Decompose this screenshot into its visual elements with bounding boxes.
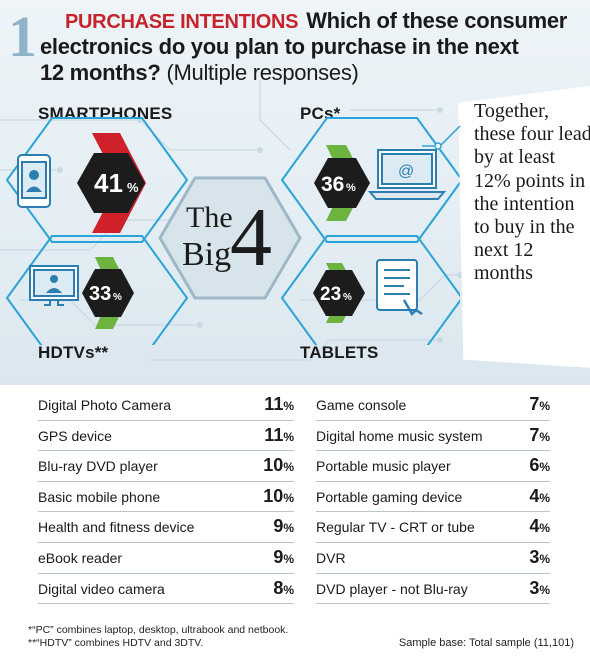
table-row: eBook reader 9% (38, 543, 294, 574)
table-row: Digital home music system 7% (316, 421, 550, 452)
table-row: Portable music player 6% (316, 451, 550, 482)
row-value: 11% (264, 394, 294, 414)
callout-note: Together, these four lead by at least 12… (458, 86, 590, 371)
row-value: 11% (264, 424, 294, 445)
category-label-tablets: TABLETS (300, 343, 379, 362)
row-label: Game console (316, 397, 407, 413)
svg-text:@: @ (398, 163, 414, 180)
row-label: GPS device (38, 427, 112, 444)
table-right: Game console 7% Digital home music system… (316, 390, 550, 605)
row-value: 7% (529, 394, 550, 414)
row-label: Basic mobile phone (38, 488, 161, 505)
value-hdtvs: 33 (89, 283, 111, 305)
row-value: 8% (273, 577, 294, 598)
table-row: DVD player - not Blu-ray 3% (316, 574, 550, 605)
row-label: Portable gaming device (316, 488, 463, 505)
value-hex-pcs (314, 158, 370, 208)
row-label: eBook reader (38, 549, 123, 566)
header-question-1: Which of these consumer (306, 8, 568, 33)
row-value: 4% (529, 516, 550, 537)
row-label: Regular TV - CRT or tube (316, 519, 475, 536)
header-kicker: PURCHASE INTENTIONS (65, 11, 299, 33)
table-row: Portable gaming device 4% (316, 482, 550, 513)
row-value: 9% (273, 516, 294, 537)
note-connector (422, 125, 461, 150)
row-label: Blu-ray DVD player (38, 458, 158, 475)
table-row: Health and fitness device 9% (38, 512, 294, 543)
monitor-icon (29, 265, 79, 306)
row-value: 10% (263, 485, 294, 506)
tablet-icon (376, 259, 423, 317)
header-question-3: 12 months? (40, 60, 161, 85)
header-question-2: electronics do you plan to purchase in t… (40, 34, 519, 59)
unit-smartphones: % (127, 180, 139, 195)
sample-base: Sample base: Total sample (11,101) (398, 637, 574, 649)
center-text-number: 4 (230, 191, 272, 284)
row-value: 3% (529, 546, 550, 567)
table-row: Blu-ray DVD player 10% (38, 451, 294, 482)
unit-pcs: % (346, 182, 356, 194)
row-label: DVR (316, 549, 346, 566)
row-label: Digital Photo Camera (38, 397, 172, 413)
center-hexagon (158, 176, 302, 300)
value-smartphones: 41 (94, 168, 123, 198)
footnote-hdtv: **“HDTV” combines HDTV and 3DTV. (28, 637, 204, 649)
table-row: DVR 3% (316, 543, 550, 574)
header-subtitle: (Multiple responses) (166, 60, 359, 85)
header-line1: PURCHASE INTENTIONS Which of these consum… (65, 8, 567, 34)
table-row: Regular TV - CRT or tube 4% (316, 512, 550, 543)
note-text: Together, these four lead by at least 12… (474, 100, 590, 285)
hex-outline-tablets (280, 235, 460, 345)
value-tablets: 23 (320, 284, 341, 305)
value-hex-smartphones (77, 153, 145, 213)
row-label: Portable music player (316, 458, 451, 475)
hex-outline-hdtvs (5, 235, 189, 345)
section-number: 1 (8, 4, 37, 69)
table-left: Digital Photo Camera 11% GPS device 11% Bl… (38, 390, 294, 605)
row-value: 7% (529, 424, 550, 445)
header-line3: 12 months? (Multiple responses) (40, 60, 359, 86)
footnotes: *“PC” combines laptop, desktop, ultraboo… (28, 624, 288, 650)
hex-outline-pcs (280, 117, 460, 243)
row-value: 3% (529, 577, 550, 598)
value-pcs: 36 (321, 173, 344, 196)
table-row: Digital Photo Camera 11% (38, 390, 294, 421)
row-value: 6% (529, 455, 550, 476)
value-hex-hdtvs (82, 269, 134, 317)
center-text-the: The (186, 201, 233, 234)
center-text-big: Big (182, 236, 231, 273)
note-paper (458, 86, 590, 368)
table-row: Game console 7% (316, 390, 550, 421)
row-label: Digital home music system (316, 427, 483, 444)
table-row: GPS device 11% (38, 421, 294, 452)
laptop-icon: @ (367, 149, 447, 200)
table-row: Digital video camera 8% (38, 574, 294, 605)
row-label: Health and fitness device (38, 519, 195, 536)
category-label-hdtvs: HDTVs** (38, 343, 109, 362)
big4-graphic: The Big 4 41 % 36 % 33 % 23 % @ (5, 117, 460, 345)
unit-tablets: % (343, 292, 352, 303)
value-hex-tablets (313, 270, 365, 316)
footnote-pc: *“PC” combines laptop, desktop, ultraboo… (28, 624, 289, 636)
row-label: DVD player - not Blu-ray (316, 580, 468, 597)
unit-hdtvs: % (113, 292, 122, 303)
hex-outline-smartphones (5, 117, 189, 243)
smartphone-icon (17, 154, 51, 208)
row-value: 4% (529, 485, 550, 506)
table-row: Basic mobile phone 10% (38, 482, 294, 513)
row-label: Digital video camera (38, 580, 165, 597)
row-value: 10% (263, 455, 294, 476)
row-value: 9% (273, 546, 294, 567)
